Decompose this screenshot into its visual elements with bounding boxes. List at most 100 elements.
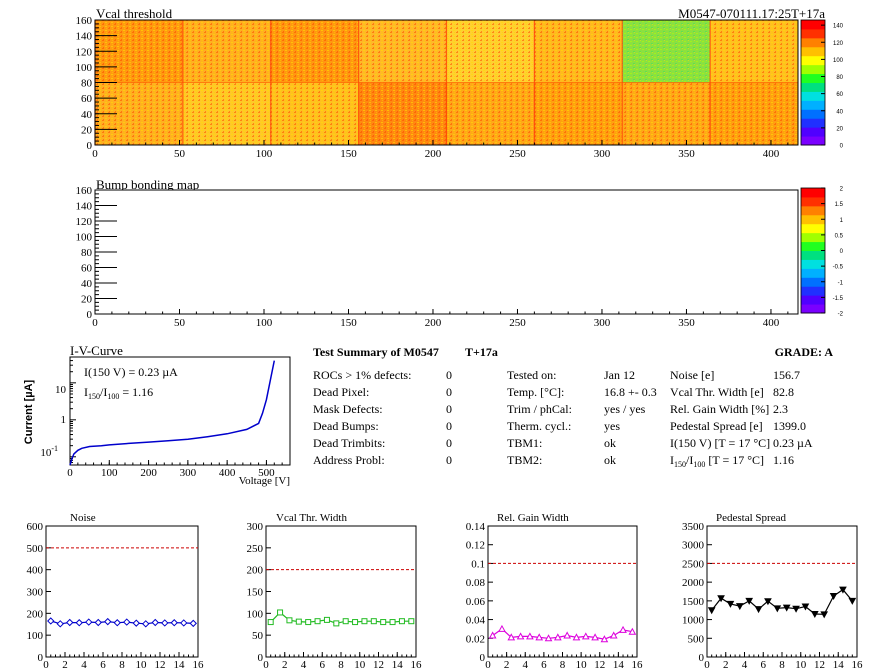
roc-data-point <box>161 619 169 627</box>
map-xtick-label: 200 <box>425 317 442 329</box>
palette-swatch <box>801 20 825 30</box>
roc-data-point <box>113 619 121 627</box>
vcal-roc-tile-speckle <box>710 82 798 145</box>
roc-xtick-label: 6 <box>100 659 106 671</box>
palette-swatch <box>801 205 825 216</box>
roc-xtick-label: 2 <box>282 659 288 671</box>
roc-chart-1: Vcal Thr. Width 0 2 4 6 8 10 12 14 16 0 50 100 150 200… <box>247 512 423 671</box>
iv-ylabel: Current [µA] <box>23 379 35 444</box>
vcal-roc-tile-speckle <box>270 82 359 145</box>
roc-xtick-label: 10 <box>795 659 807 671</box>
vcal-roc-tile-speckle <box>534 20 623 83</box>
roc-xtick-label: 8 <box>560 659 566 671</box>
vcal-roc-tile-speckle <box>622 20 711 83</box>
roc-ytick-label: 3500 <box>682 521 705 533</box>
summary-row-value: 1399.0 <box>773 419 806 433</box>
iv-frame <box>69 356 291 466</box>
map-ytick-label: 160 <box>76 15 93 27</box>
roc-data-point <box>277 609 284 616</box>
roc-data-point <box>408 618 415 625</box>
summary-row-label: Vcal Thr. Width [e] <box>670 385 764 399</box>
summary-row-value: 0 <box>446 385 452 399</box>
iv-title: I-V-Curve <box>70 343 123 358</box>
palette-swatch <box>801 28 825 39</box>
roc-xtick-label: 6 <box>761 659 767 671</box>
palette-tick-label: -1 <box>838 280 844 286</box>
roc-data-point <box>563 631 571 639</box>
map-ytick-label: 80 <box>81 78 93 90</box>
roc-data-point <box>726 600 735 608</box>
palette-swatch <box>801 46 825 57</box>
roc-chart-title: Vcal Thr. Width <box>276 512 347 524</box>
map-xtick-label: 250 <box>509 317 526 329</box>
roc-xtick-label: 16 <box>411 659 423 671</box>
summary-row-value: ok <box>604 436 616 450</box>
roc-data-point <box>628 627 637 635</box>
roc-xtick-label: 14 <box>833 659 845 671</box>
roc-chart-2: Rel. Gain Width 0 2 4 6 8 10 12 14 16 0 0.02 0.04 0.0… <box>466 512 643 671</box>
roc-xtick-label: 8 <box>338 659 344 671</box>
roc-data-point <box>189 619 197 628</box>
summary-heading: Test Summary of M0547 <box>313 345 439 359</box>
roc-data-point <box>516 632 525 640</box>
vcal-roc-tile-speckle <box>182 82 271 145</box>
map-ytick-label: 0 <box>87 140 93 152</box>
roc-ytick-label: 0 <box>480 652 486 664</box>
iv-ytick-10: 10 <box>55 384 67 396</box>
palette-swatch <box>801 37 825 48</box>
roc-ytick-label: 0.04 <box>466 615 486 627</box>
roc-data-point <box>745 597 754 605</box>
map-xtick-label: 350 <box>678 148 695 160</box>
palette-swatch <box>801 188 825 198</box>
palette-swatch <box>801 196 825 207</box>
roc-xtick-label: 2 <box>62 659 68 671</box>
map-ytick-label: 0 <box>87 309 93 321</box>
bump-map-frame <box>94 189 799 315</box>
roc-data-point <box>94 618 102 627</box>
palette-swatch <box>801 91 825 101</box>
palette-swatch <box>801 241 825 251</box>
roc-data-point <box>352 619 359 626</box>
palette-swatch <box>801 136 825 146</box>
roc-ytick-label: 300 <box>27 587 44 599</box>
roc-chart-title: Pedestal Spread <box>716 512 786 524</box>
map-ytick-label: 120 <box>76 46 93 58</box>
roc-data-point <box>810 610 819 619</box>
roc-chart-0: Noise 0 2 4 6 8 10 12 14 16 0 100 200 300 400 500 600 <box>27 512 205 671</box>
roc-xtick-label: 14 <box>174 659 186 671</box>
summary-row-label: Rel. Gain Width [%] <box>670 402 769 416</box>
map-ytick-label: 40 <box>81 109 93 121</box>
roc-data-point <box>180 619 188 627</box>
summary-row-value: 2.3 <box>773 402 788 416</box>
roc-xtick-label: 10 <box>136 659 148 671</box>
roc-xtick-label: 4 <box>81 659 87 671</box>
vcal-roc-tile-speckle <box>358 20 447 83</box>
roc-chart-frame <box>45 525 199 658</box>
roc-data-point <box>544 634 553 642</box>
roc-xtick-label: 2 <box>504 659 510 671</box>
map-xtick-label: 0 <box>92 317 98 329</box>
bump-map-title: Bump bonding map <box>96 177 199 192</box>
palette-tick-label: -1.5 <box>833 296 844 302</box>
summary-row-value: ok <box>604 453 616 467</box>
summary-row-value: 16.8 +- 0.3 <box>604 385 657 399</box>
module-label: M0547-070111.17:25T+17a <box>678 6 825 21</box>
iv-xtick-label: 200 <box>140 467 157 479</box>
vcal-roc-tile-speckle <box>358 82 447 145</box>
palette-swatch <box>801 64 825 75</box>
roc-xtick-label: 8 <box>779 659 785 671</box>
roc-xtick-label: 12 <box>814 659 825 671</box>
vcal-roc-tile-speckle <box>710 20 798 83</box>
bump-map-axes: 0 50 100 150 200 250 300 350 400 0 20 40 60 80 100 120 1… <box>76 185 789 329</box>
roc-data-point <box>314 618 321 625</box>
roc-data-point <box>735 603 744 611</box>
iv-xtick-label: 100 <box>101 467 118 479</box>
iv-xtick-label: 500 <box>258 467 275 479</box>
summary-row-value: yes / yes <box>604 402 646 416</box>
roc-ytick-label: 1000 <box>682 615 705 627</box>
iv-xtick-label: 400 <box>219 467 236 479</box>
roc-xtick-label: 8 <box>119 659 125 671</box>
roc-ytick-label: 100 <box>27 630 44 642</box>
